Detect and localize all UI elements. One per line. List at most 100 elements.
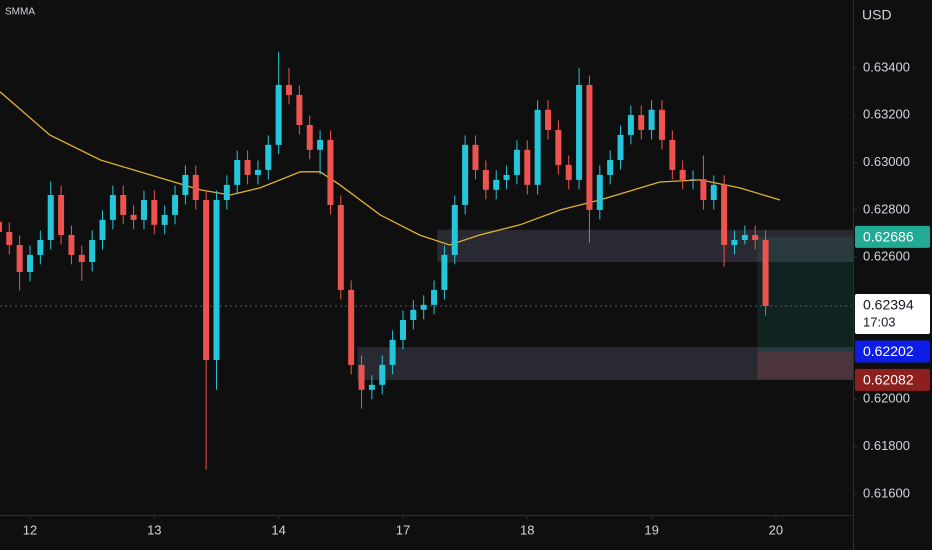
candle-body xyxy=(731,239,738,245)
x-tick-label: 17 xyxy=(396,522,410,537)
y-tick-label: 0.62600 xyxy=(863,249,910,264)
candle-body xyxy=(172,195,179,215)
candle-body xyxy=(513,149,520,175)
candle-body xyxy=(223,184,230,200)
stop-label: 0.62082 xyxy=(863,372,914,388)
target-label: 0.62686 xyxy=(863,229,914,245)
candle-body xyxy=(296,94,303,125)
candle-body xyxy=(358,364,365,390)
candle-body xyxy=(493,179,500,190)
candle-body xyxy=(130,214,137,220)
candle-body xyxy=(368,384,375,390)
candle-body xyxy=(669,139,676,170)
candle-body xyxy=(441,254,448,290)
target-box xyxy=(855,225,930,248)
candle-body xyxy=(37,239,44,255)
candle-body xyxy=(462,144,469,205)
candle-body xyxy=(58,195,65,236)
candle-body xyxy=(596,174,603,210)
candle-body xyxy=(721,184,728,245)
candle-body xyxy=(389,339,396,365)
x-tick-label: 13 xyxy=(147,522,161,537)
countdown-label: 17:03 xyxy=(863,314,896,329)
y-tick-label: 0.61600 xyxy=(863,485,910,500)
candle-body xyxy=(327,139,334,205)
candle-body xyxy=(182,174,189,196)
entry-label: 0.62202 xyxy=(863,343,914,359)
candle-body xyxy=(482,169,489,190)
candle-body xyxy=(161,214,168,225)
candle-body xyxy=(254,169,261,175)
candle-body xyxy=(627,115,634,135)
candle-body xyxy=(275,84,282,145)
candle-body xyxy=(700,179,707,200)
candle-body xyxy=(120,195,127,215)
candle-body xyxy=(648,109,655,130)
candle-body xyxy=(192,174,199,200)
candle-body xyxy=(576,84,583,180)
stop-box xyxy=(855,368,930,391)
candle-body xyxy=(679,169,686,180)
candle-body xyxy=(337,204,344,290)
candle-body xyxy=(234,159,241,185)
candle-body xyxy=(410,309,417,320)
x-tick-label: 14 xyxy=(271,522,285,537)
candle-body xyxy=(6,231,13,245)
y-tick-label: 0.63400 xyxy=(863,59,910,74)
candle-body xyxy=(89,239,96,262)
candle-body xyxy=(78,254,85,262)
candle-body xyxy=(109,195,116,220)
candle-body xyxy=(741,235,748,240)
candle-body xyxy=(565,164,572,180)
position-loss xyxy=(757,351,853,380)
smma-line xyxy=(0,91,781,246)
y-tick-label: 0.62800 xyxy=(863,201,910,216)
candle-body xyxy=(586,84,593,210)
zone xyxy=(357,347,853,380)
y-tick-label: 0.62000 xyxy=(863,391,910,406)
currency-label: USD xyxy=(862,7,892,23)
y-tick-label: 0.63000 xyxy=(863,154,910,169)
current-price-label: 0.62394 xyxy=(863,297,914,313)
candle-body xyxy=(658,109,665,140)
candle-body xyxy=(710,184,717,200)
candle-body xyxy=(617,134,624,160)
candle-body xyxy=(348,289,355,365)
y-tick-label: 0.63200 xyxy=(863,107,910,122)
candle-body xyxy=(607,159,614,175)
candle-body xyxy=(472,144,479,170)
candle-body xyxy=(286,84,293,95)
candle-body xyxy=(68,235,75,255)
candle-body xyxy=(503,174,510,180)
x-tick-label: 12 xyxy=(23,522,37,537)
candle-body xyxy=(555,129,562,165)
candle-body xyxy=(306,124,313,150)
candle-body xyxy=(244,159,251,175)
candle-body xyxy=(99,219,106,240)
x-tick-label: 19 xyxy=(644,522,658,537)
candle-body xyxy=(545,109,552,130)
candle-body xyxy=(140,199,147,220)
candle-body xyxy=(752,235,759,240)
candle-body xyxy=(203,199,210,360)
candle-body xyxy=(451,204,458,255)
candle-body xyxy=(16,244,23,272)
zone xyxy=(437,229,853,262)
candle-body xyxy=(47,195,54,240)
candle-body xyxy=(420,304,427,310)
candle-body xyxy=(379,364,386,385)
entry-box xyxy=(855,340,930,363)
x-tick-label: 20 xyxy=(769,522,783,537)
candle-body xyxy=(151,199,158,225)
candle-body xyxy=(265,144,272,170)
position-profit xyxy=(757,236,853,352)
candle-body xyxy=(0,221,2,232)
indicator-label: SMMA xyxy=(5,7,35,18)
y-tick-label: 0.61800 xyxy=(863,438,910,453)
candle-body xyxy=(431,289,438,305)
current-price-box xyxy=(855,294,930,335)
x-tick-label: 18 xyxy=(520,522,534,537)
candle-body xyxy=(27,254,34,272)
